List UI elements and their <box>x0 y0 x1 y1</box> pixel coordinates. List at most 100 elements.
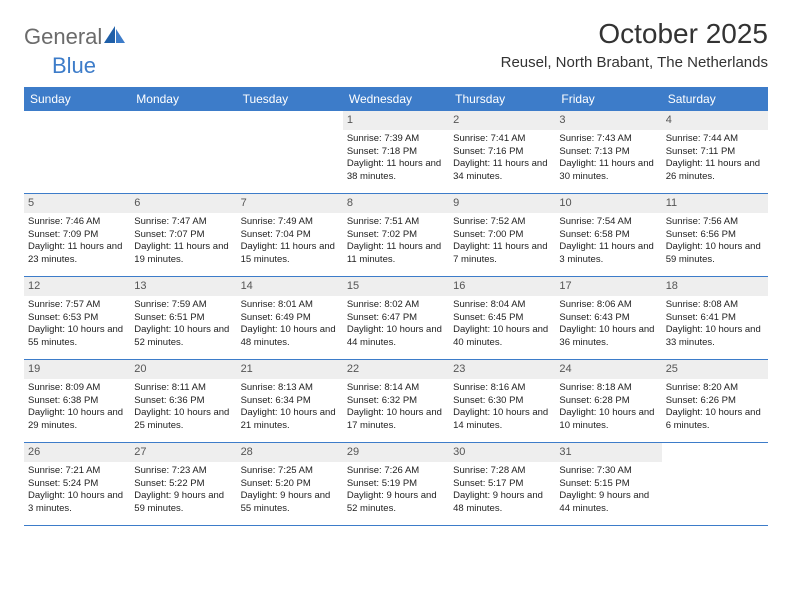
location-text: Reusel, North Brabant, The Netherlands <box>501 54 768 71</box>
day-number: 12 <box>24 277 130 296</box>
sunset-text: Sunset: 6:38 PM <box>28 395 126 408</box>
day-number: 18 <box>662 277 768 296</box>
sunrise-text: Sunrise: 8:16 AM <box>453 382 551 395</box>
daylight-text: Daylight: 10 hours and 44 minutes. <box>347 324 445 350</box>
day-cell: 6Sunrise: 7:47 AMSunset: 7:07 PMDaylight… <box>130 194 236 276</box>
day-header-row: SundayMondayTuesdayWednesdayThursdayFrid… <box>24 87 768 111</box>
day-cell: 10Sunrise: 7:54 AMSunset: 6:58 PMDayligh… <box>555 194 661 276</box>
day-cell: 31Sunrise: 7:30 AMSunset: 5:15 PMDayligh… <box>555 443 661 525</box>
sunset-text: Sunset: 7:00 PM <box>453 229 551 242</box>
sunrise-text: Sunrise: 7:26 AM <box>347 465 445 478</box>
sunrise-text: Sunrise: 8:09 AM <box>28 382 126 395</box>
sunset-text: Sunset: 5:15 PM <box>559 478 657 491</box>
daylight-text: Daylight: 11 hours and 23 minutes. <box>28 241 126 267</box>
day-number: 13 <box>130 277 236 296</box>
sunset-text: Sunset: 6:30 PM <box>453 395 551 408</box>
sunrise-text: Sunrise: 7:25 AM <box>241 465 339 478</box>
week-row: 5Sunrise: 7:46 AMSunset: 7:09 PMDaylight… <box>24 194 768 277</box>
sunrise-text: Sunrise: 7:23 AM <box>134 465 232 478</box>
sunset-text: Sunset: 6:34 PM <box>241 395 339 408</box>
day-header-cell: Saturday <box>662 87 768 111</box>
daylight-text: Daylight: 10 hours and 10 minutes. <box>559 407 657 433</box>
sunrise-text: Sunrise: 8:04 AM <box>453 299 551 312</box>
sunrise-text: Sunrise: 7:52 AM <box>453 216 551 229</box>
brand-part2: Blue <box>24 53 96 78</box>
sunset-text: Sunset: 6:41 PM <box>666 312 764 325</box>
day-number: 26 <box>24 443 130 462</box>
daylight-text: Daylight: 10 hours and 52 minutes. <box>134 324 232 350</box>
sunrise-text: Sunrise: 8:14 AM <box>347 382 445 395</box>
day-number: 31 <box>555 443 661 462</box>
daylight-text: Daylight: 9 hours and 55 minutes. <box>241 490 339 516</box>
day-cell: 26Sunrise: 7:21 AMSunset: 5:24 PMDayligh… <box>24 443 130 525</box>
daylight-text: Daylight: 9 hours and 48 minutes. <box>453 490 551 516</box>
daylight-text: Daylight: 11 hours and 11 minutes. <box>347 241 445 267</box>
daylight-text: Daylight: 11 hours and 3 minutes. <box>559 241 657 267</box>
sunset-text: Sunset: 6:32 PM <box>347 395 445 408</box>
sunrise-text: Sunrise: 7:30 AM <box>559 465 657 478</box>
day-number: 19 <box>24 360 130 379</box>
sunrise-text: Sunrise: 8:13 AM <box>241 382 339 395</box>
sunrise-text: Sunrise: 7:47 AM <box>134 216 232 229</box>
day-header-cell: Thursday <box>449 87 555 111</box>
sunrise-text: Sunrise: 8:11 AM <box>134 382 232 395</box>
sunset-text: Sunset: 7:16 PM <box>453 146 551 159</box>
day-cell <box>237 111 343 193</box>
sunset-text: Sunset: 6:56 PM <box>666 229 764 242</box>
day-number: 30 <box>449 443 555 462</box>
daylight-text: Daylight: 10 hours and 17 minutes. <box>347 407 445 433</box>
daylight-text: Daylight: 10 hours and 21 minutes. <box>241 407 339 433</box>
sunrise-text: Sunrise: 7:39 AM <box>347 133 445 146</box>
daylight-text: Daylight: 10 hours and 59 minutes. <box>666 241 764 267</box>
sunset-text: Sunset: 7:07 PM <box>134 229 232 242</box>
sunset-text: Sunset: 5:19 PM <box>347 478 445 491</box>
day-number: 3 <box>555 111 661 130</box>
daylight-text: Daylight: 10 hours and 3 minutes. <box>28 490 126 516</box>
daylight-text: Daylight: 10 hours and 25 minutes. <box>134 407 232 433</box>
daylight-text: Daylight: 10 hours and 29 minutes. <box>28 407 126 433</box>
day-number: 15 <box>343 277 449 296</box>
sunrise-text: Sunrise: 8:01 AM <box>241 299 339 312</box>
daylight-text: Daylight: 10 hours and 33 minutes. <box>666 324 764 350</box>
day-number: 4 <box>662 111 768 130</box>
sunset-text: Sunset: 6:51 PM <box>134 312 232 325</box>
calendar-grid: SundayMondayTuesdayWednesdayThursdayFrid… <box>24 87 768 526</box>
sunset-text: Sunset: 6:53 PM <box>28 312 126 325</box>
sunrise-text: Sunrise: 7:21 AM <box>28 465 126 478</box>
sail-icon <box>104 26 126 49</box>
weeks-container: 1Sunrise: 7:39 AMSunset: 7:18 PMDaylight… <box>24 111 768 526</box>
daylight-text: Daylight: 10 hours and 55 minutes. <box>28 324 126 350</box>
day-number: 23 <box>449 360 555 379</box>
day-header-cell: Friday <box>555 87 661 111</box>
week-row: 26Sunrise: 7:21 AMSunset: 5:24 PMDayligh… <box>24 443 768 526</box>
sunset-text: Sunset: 6:36 PM <box>134 395 232 408</box>
day-cell: 20Sunrise: 8:11 AMSunset: 6:36 PMDayligh… <box>130 360 236 442</box>
sunset-text: Sunset: 7:09 PM <box>28 229 126 242</box>
brand-logo: General <box>24 18 128 50</box>
day-cell <box>662 443 768 525</box>
sunset-text: Sunset: 7:04 PM <box>241 229 339 242</box>
day-number: 17 <box>555 277 661 296</box>
daylight-text: Daylight: 9 hours and 59 minutes. <box>134 490 232 516</box>
week-row: 12Sunrise: 7:57 AMSunset: 6:53 PMDayligh… <box>24 277 768 360</box>
day-cell <box>130 111 236 193</box>
sunrise-text: Sunrise: 7:51 AM <box>347 216 445 229</box>
daylight-text: Daylight: 11 hours and 19 minutes. <box>134 241 232 267</box>
day-number: 2 <box>449 111 555 130</box>
day-number: 29 <box>343 443 449 462</box>
sunset-text: Sunset: 5:22 PM <box>134 478 232 491</box>
sunrise-text: Sunrise: 8:08 AM <box>666 299 764 312</box>
day-header-cell: Tuesday <box>237 87 343 111</box>
day-cell: 7Sunrise: 7:49 AMSunset: 7:04 PMDaylight… <box>237 194 343 276</box>
day-cell: 4Sunrise: 7:44 AMSunset: 7:11 PMDaylight… <box>662 111 768 193</box>
sunrise-text: Sunrise: 8:18 AM <box>559 382 657 395</box>
day-cell: 8Sunrise: 7:51 AMSunset: 7:02 PMDaylight… <box>343 194 449 276</box>
month-title: October 2025 <box>501 18 768 50</box>
day-header-cell: Monday <box>130 87 236 111</box>
title-block: October 2025 Reusel, North Brabant, The … <box>501 18 768 71</box>
week-row: 1Sunrise: 7:39 AMSunset: 7:18 PMDaylight… <box>24 111 768 194</box>
day-cell: 17Sunrise: 8:06 AMSunset: 6:43 PMDayligh… <box>555 277 661 359</box>
brand-part1: General <box>24 24 102 50</box>
day-cell: 29Sunrise: 7:26 AMSunset: 5:19 PMDayligh… <box>343 443 449 525</box>
sunset-text: Sunset: 6:58 PM <box>559 229 657 242</box>
